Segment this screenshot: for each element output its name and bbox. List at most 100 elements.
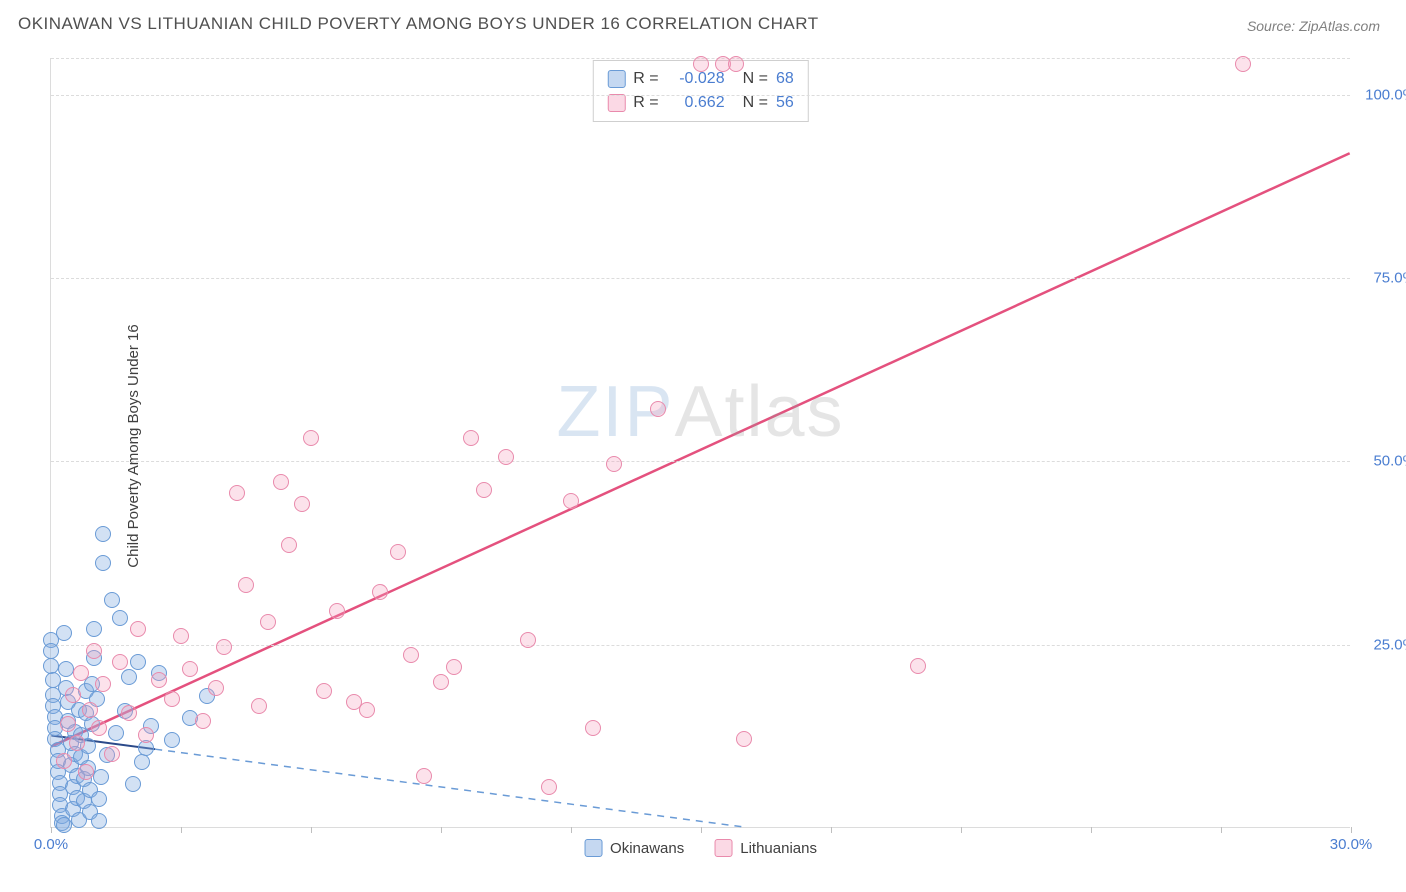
chart-title: OKINAWAN VS LITHUANIAN CHILD POVERTY AMO… — [18, 14, 819, 34]
data-point — [108, 725, 124, 741]
data-point — [78, 764, 94, 780]
data-point — [104, 746, 120, 762]
data-point — [164, 732, 180, 748]
legend-n-value: 68 — [776, 67, 794, 91]
data-point — [736, 731, 752, 747]
data-point — [585, 720, 601, 736]
data-point — [56, 753, 72, 769]
scatter-plot: ZIPAtlas R =-0.028N =68R =0.662N =56 Oki… — [50, 58, 1350, 828]
gridline-h — [51, 95, 1350, 96]
data-point — [520, 632, 536, 648]
data-point — [403, 647, 419, 663]
data-point — [173, 628, 189, 644]
x-tick — [1091, 827, 1092, 833]
legend-r-label: R = — [633, 67, 658, 91]
legend-label: Okinawans — [610, 840, 684, 857]
x-tick — [831, 827, 832, 833]
y-tick-label: 75.0% — [1356, 270, 1406, 287]
data-point — [372, 584, 388, 600]
x-tick — [181, 827, 182, 833]
trend-line-dashed — [155, 749, 744, 827]
data-point — [294, 496, 310, 512]
data-point — [910, 658, 926, 674]
data-point — [56, 817, 72, 833]
legend-swatch — [607, 70, 625, 88]
data-point — [86, 643, 102, 659]
data-point — [104, 592, 120, 608]
data-point — [316, 683, 332, 699]
x-tick — [441, 827, 442, 833]
data-point — [463, 430, 479, 446]
x-tick — [51, 827, 52, 833]
data-point — [138, 727, 154, 743]
data-point — [693, 56, 709, 72]
data-point — [238, 577, 254, 593]
data-point — [416, 768, 432, 784]
data-point — [433, 674, 449, 690]
legend-item: Okinawans — [584, 839, 684, 857]
data-point — [476, 482, 492, 498]
gridline-h — [51, 645, 1350, 646]
trend-lines — [51, 58, 1350, 827]
data-point — [56, 625, 72, 641]
data-point — [95, 676, 111, 692]
data-point — [121, 705, 137, 721]
data-point — [359, 702, 375, 718]
data-point — [112, 654, 128, 670]
x-tick — [701, 827, 702, 833]
data-point — [541, 779, 557, 795]
gridline-h — [51, 278, 1350, 279]
series-legend: Okinawans Lithuanians — [584, 839, 817, 857]
data-point — [329, 603, 345, 619]
legend-swatch — [714, 839, 732, 857]
data-point — [151, 672, 167, 688]
data-point — [216, 639, 232, 655]
gridline-h — [51, 461, 1350, 462]
legend-label: Lithuanians — [740, 840, 817, 857]
data-point — [91, 791, 107, 807]
data-point — [43, 658, 59, 674]
data-point — [195, 713, 211, 729]
data-point — [60, 716, 76, 732]
data-point — [229, 485, 245, 501]
data-point — [182, 661, 198, 677]
y-tick-label: 50.0% — [1356, 453, 1406, 470]
data-point — [58, 661, 74, 677]
data-point — [95, 526, 111, 542]
data-point — [728, 56, 744, 72]
data-point — [93, 769, 109, 785]
data-point — [82, 702, 98, 718]
data-point — [208, 680, 224, 696]
data-point — [390, 544, 406, 560]
data-point — [91, 720, 107, 736]
legend-swatch — [607, 94, 625, 112]
x-tick — [571, 827, 572, 833]
data-point — [95, 555, 111, 571]
data-point — [281, 537, 297, 553]
data-point — [65, 687, 81, 703]
data-point — [1235, 56, 1251, 72]
x-tick — [961, 827, 962, 833]
x-tick-label: 30.0% — [1330, 836, 1373, 853]
data-point — [121, 669, 137, 685]
data-point — [251, 698, 267, 714]
data-point — [563, 493, 579, 509]
y-tick-label: 25.0% — [1356, 636, 1406, 653]
x-tick — [311, 827, 312, 833]
legend-n-label: N = — [743, 67, 768, 91]
data-point — [130, 654, 146, 670]
data-point — [164, 691, 180, 707]
data-point — [91, 813, 107, 829]
data-point — [86, 621, 102, 637]
data-point — [260, 614, 276, 630]
x-tick-label: 0.0% — [34, 836, 68, 853]
data-point — [43, 643, 59, 659]
data-point — [650, 401, 666, 417]
x-tick — [1221, 827, 1222, 833]
y-tick-label: 100.0% — [1356, 86, 1406, 103]
trend-line-solid — [51, 153, 1349, 746]
data-point — [112, 610, 128, 626]
data-point — [606, 456, 622, 472]
data-point — [498, 449, 514, 465]
data-point — [273, 474, 289, 490]
